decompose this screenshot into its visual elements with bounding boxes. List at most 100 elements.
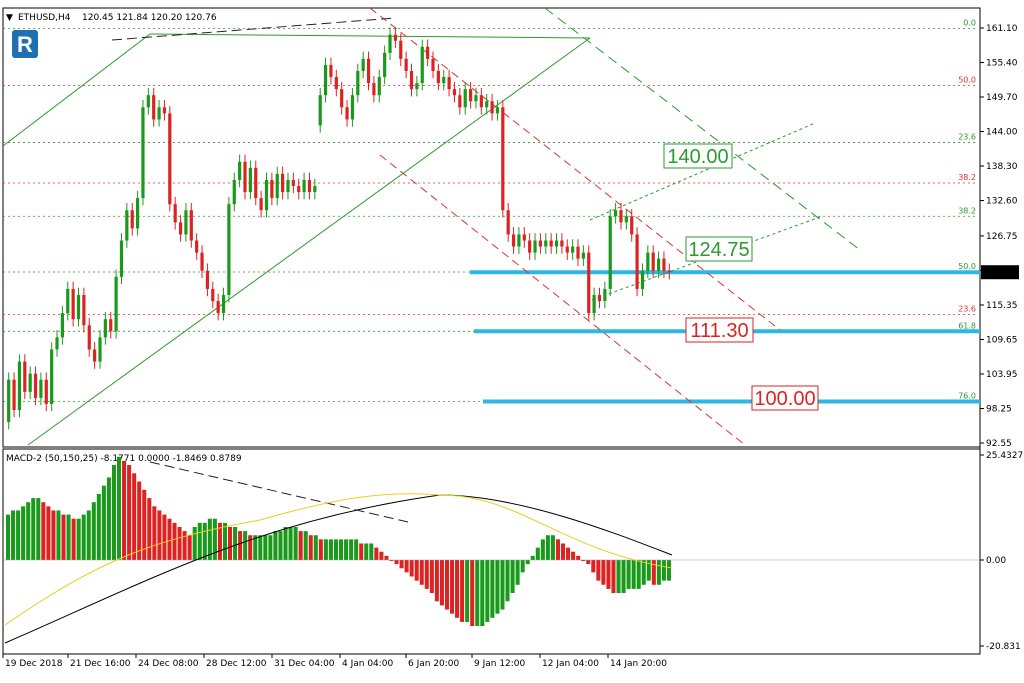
candle-body [479, 95, 483, 108]
macd-bar [404, 559, 409, 573]
macd-bar [26, 502, 31, 560]
time-tick-label: 12 Jan 04:00 [542, 659, 599, 669]
trend-line [149, 461, 409, 523]
macd-bar [288, 526, 293, 560]
broker-logo: R [12, 30, 38, 58]
candle-body [538, 240, 543, 247]
axes: 161.10 155.40 149.70 144.00 138.30 132.60 126.… [2, 24, 1023, 669]
macd-bar [571, 551, 576, 560]
macd-bar [424, 559, 429, 589]
macd-bar [434, 559, 439, 602]
macd-bar [172, 522, 177, 560]
macd-bar [339, 539, 344, 560]
candle-body [248, 167, 252, 193]
candle-body [23, 361, 27, 392]
macd-bar [505, 559, 510, 602]
candle-body [130, 210, 134, 229]
candle-body [640, 270, 645, 289]
macd-bar [36, 498, 41, 560]
macd-bar [656, 559, 661, 585]
current-price-badge [981, 265, 1019, 280]
macd-bar [545, 535, 550, 560]
macd-bar [228, 526, 233, 560]
candle-body [388, 34, 392, 53]
macd-bar [550, 535, 555, 560]
candle-body [630, 216, 634, 235]
macd-bar [177, 526, 182, 560]
target-box [685, 236, 753, 262]
candle-body [307, 179, 312, 193]
macd-bar [212, 518, 217, 560]
macd-bar [16, 510, 21, 560]
candle-body [28, 373, 32, 392]
candle-body [656, 258, 661, 271]
candle-body [356, 70, 360, 96]
macd-bar [248, 535, 253, 560]
price-tick-label: 126.75 [986, 232, 1018, 242]
candle-body [189, 210, 193, 241]
macd-bar [233, 526, 238, 560]
macd-bar [142, 489, 147, 560]
macd-bar [222, 522, 227, 560]
macd-bar [303, 531, 308, 560]
target-label: 100.00 [754, 388, 815, 410]
macd-bar [359, 543, 364, 560]
macd-bar [500, 559, 505, 610]
macd-bar [515, 559, 520, 585]
candle-body [109, 319, 113, 332]
macd-bar [101, 485, 106, 560]
macd-bar [646, 559, 651, 581]
candle-body [232, 179, 236, 205]
time-tick-label: 4 Jan 04:00 [342, 659, 394, 669]
macd-bar [6, 514, 11, 560]
macd-tick-label: 25.4327 [986, 451, 1023, 461]
macd-bar [238, 531, 243, 560]
candle-body [528, 240, 532, 253]
macd-bar [96, 493, 101, 560]
macd-bar [525, 559, 530, 565]
candle-body [571, 246, 575, 253]
macd-bar [152, 506, 157, 560]
price-tick-label: 138.30 [986, 162, 1018, 172]
macd-bar [566, 547, 571, 560]
candle-body [313, 186, 317, 193]
fib-label: 50.0 [958, 262, 976, 271]
macd-bar [409, 559, 414, 577]
macd-bar [71, 518, 76, 560]
candle-body [522, 234, 526, 241]
macd-bar [591, 559, 596, 573]
candle-body [409, 70, 414, 90]
time-tick-label: 6 Jan 20:00 [408, 659, 460, 669]
price-tick-label: 149.70 [986, 93, 1018, 103]
macd-bar [207, 518, 212, 560]
candle-body [393, 34, 397, 41]
time-tick-label: 9 Jan 12:00 [474, 659, 526, 669]
fib-label: 50.0 [958, 76, 976, 85]
symbol-menu-icon[interactable]: ▼ [6, 13, 13, 23]
macd-bar [344, 539, 349, 560]
macd-bar [51, 510, 56, 560]
candle-body [554, 240, 559, 247]
macd-bar [480, 559, 485, 627]
candle-body [495, 107, 500, 114]
price-tick-label: 109.65 [986, 335, 1018, 345]
macd-bar [419, 559, 424, 585]
macd-bar [470, 559, 475, 627]
candle-body [372, 83, 376, 96]
macd-bar [11, 510, 16, 560]
candle-body [168, 113, 172, 205]
candle-body [624, 216, 628, 223]
candle-body [297, 186, 301, 193]
macd-bar [217, 522, 222, 560]
macd-bar [444, 559, 449, 610]
macd-bar [349, 539, 354, 560]
macd-label: MACD-2 (50,150,25) -8.1771 0.0000 -1.846… [6, 454, 242, 464]
target-box [663, 143, 733, 169]
macd-bar [460, 559, 465, 622]
candle-body [254, 167, 258, 199]
candle-body [259, 198, 263, 211]
candle-body [221, 294, 226, 314]
macd-bar [369, 543, 374, 560]
macd-bar [601, 559, 606, 585]
